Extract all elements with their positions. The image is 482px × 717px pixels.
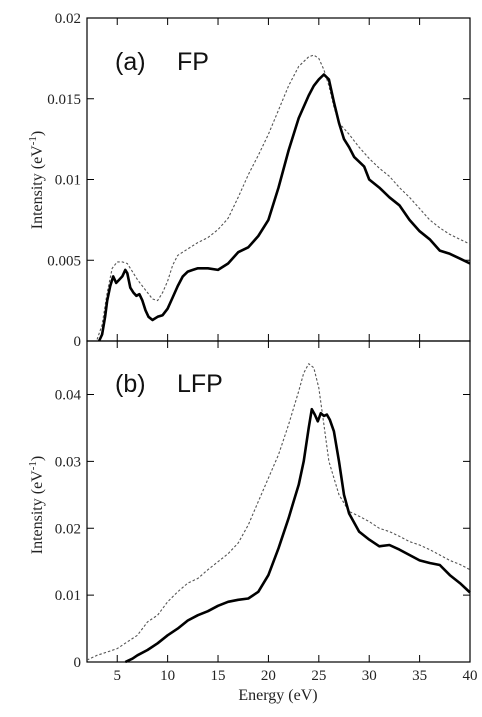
panel-b-y-axis-title: Intensity (eV-1) (27, 456, 46, 554)
panel-b-name: LFP (177, 370, 223, 398)
panel-b-xtick-label: 5 (113, 668, 121, 684)
panel-b-ytick-label: 0.03 (55, 454, 81, 470)
panel-b-xtick-label: 30 (362, 668, 377, 684)
panel-b-ytick-label: 0.02 (55, 521, 81, 537)
panel-b-y-axis-title-main: Intensity (eV (29, 470, 46, 554)
panel-a-y-axis-title-sup: -1 (27, 136, 39, 145)
panel-b-ytick-label: 0 (74, 655, 82, 671)
panel-b-xtick-label: 25 (311, 668, 326, 684)
panel-a-fp: 0 0.005 0.01 0.015 0.02 (a) FP Intensity (eV… (27, 11, 471, 350)
panel-a-ytick-label: 0.02 (55, 11, 81, 27)
panel-a-label: (a) (115, 48, 146, 76)
panel-a-y-axis-title-main: Intensity (eV (29, 145, 46, 229)
panel-b-y-axis-title-close: ) (29, 456, 46, 461)
panel-a-ytick-label: 0.015 (47, 92, 81, 108)
panel-b-solid-series-line (124, 407, 471, 664)
panel-b-xtick-label: 15 (211, 668, 226, 684)
x-axis-title: Energy (eV) (238, 687, 317, 704)
panel-a-dotted-series-line (96, 54, 471, 340)
panel-b-lfp: 0 0.01 0.02 0.03 0.04 5 10 15 20 25 30 35 40 (b) LF… (27, 340, 478, 704)
panel-b-ytick-label: 0.04 (55, 388, 82, 404)
panel-b-frame (86, 340, 471, 663)
panel-a-ytick-labels: 0 0.005 0.01 0.015 0.02 (47, 11, 81, 350)
panel-b-dotted-series-line (86, 363, 471, 661)
panel-b-ytick-labels: 0 0.01 0.02 0.03 0.04 (55, 388, 82, 672)
panel-b-ticks (87, 341, 471, 663)
panel-a-plot-area (96, 54, 471, 342)
panel-b-xtick-label: 40 (463, 668, 478, 684)
panel-a-y-axis-title: Intensity (eV-1) (27, 131, 46, 229)
panel-b-plot-area (86, 363, 471, 664)
panel-a-name: FP (177, 48, 209, 76)
panel-a-ytick-label: 0.005 (47, 253, 81, 269)
panel-b-xtick-labels: 5 10 15 20 25 30 35 40 (113, 668, 477, 684)
panel-b-ytick-label: 0.01 (55, 588, 81, 604)
panel-a-y-axis-title-close: ) (29, 131, 46, 136)
panel-a-solid-series-line (97, 73, 471, 342)
panel-b-xtick-label: 20 (261, 668, 276, 684)
panel-b-xtick-label: 10 (160, 668, 175, 684)
panel-b-y-axis-title-sup: -1 (27, 461, 39, 470)
panel-b-label: (b) (115, 370, 146, 398)
panel-a-ytick-label: 0 (74, 334, 82, 350)
panel-b-xtick-label: 35 (412, 668, 427, 684)
panel-a-ytick-label: 0.01 (55, 173, 81, 189)
